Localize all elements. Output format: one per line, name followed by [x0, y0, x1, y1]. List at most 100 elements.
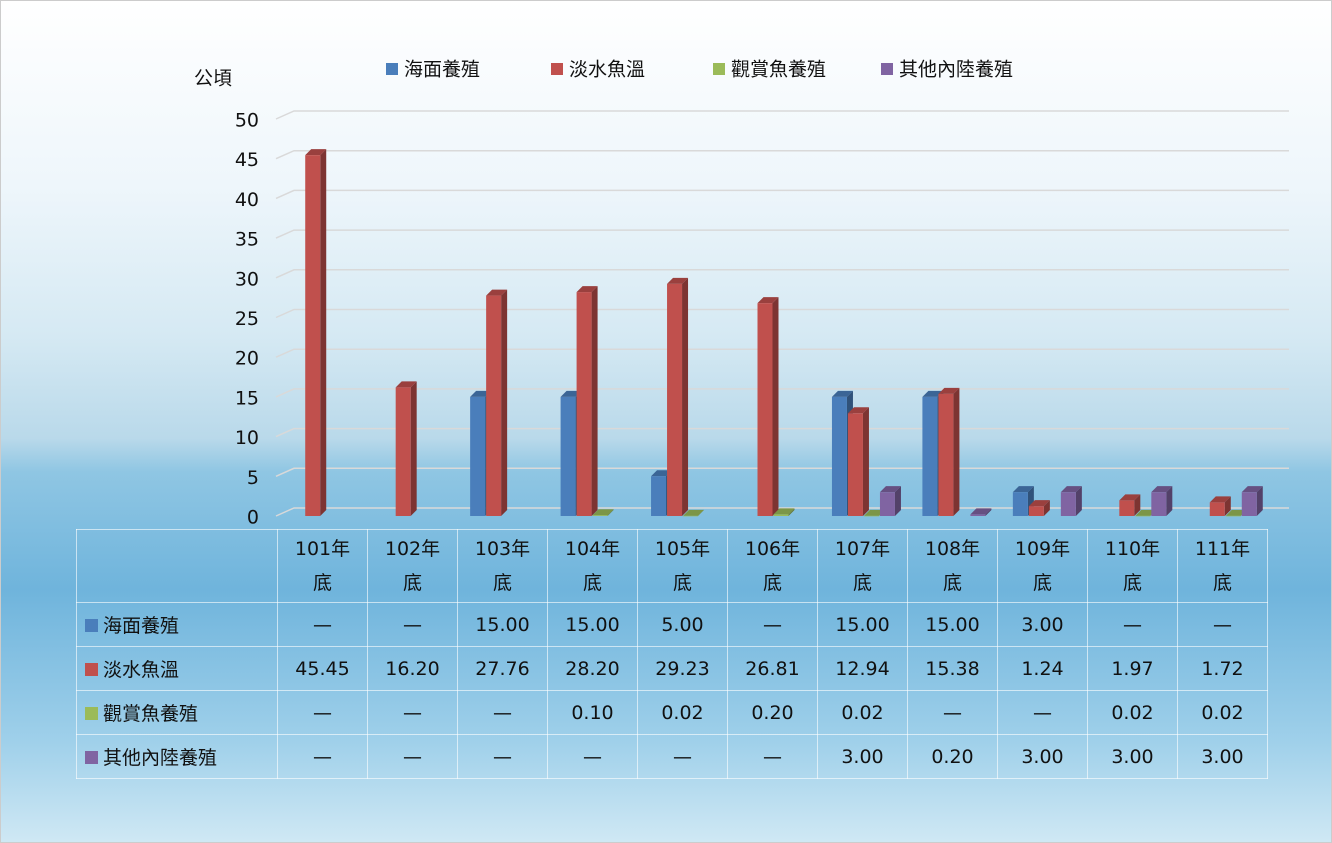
bar-top: [1012, 486, 1034, 493]
grid-line: [275, 110, 1289, 120]
grid-line: [275, 348, 1289, 358]
table-cell: —: [727, 734, 818, 779]
legend-label: 觀賞魚養殖: [731, 59, 826, 81]
table-header-cell: 104年底: [547, 529, 638, 603]
table-cell: 1.97: [1087, 646, 1178, 691]
x-tick-label: 111年底: [1194, 538, 1251, 594]
table-cell: —: [367, 602, 458, 647]
bar-top: [592, 509, 614, 516]
x-tick-label: 105年底: [654, 538, 711, 594]
table-row: 觀賞魚養殖 — — —0.10 0.02 0.20 0.02— —0.02 0.02: [76, 690, 1268, 735]
table-cell: 15.38: [907, 646, 998, 691]
bar-side: [320, 149, 327, 516]
bar: [773, 514, 789, 516]
legend-swatch: [85, 751, 98, 764]
y-tick-label: 50: [235, 110, 259, 132]
bar-top: [879, 486, 901, 493]
table-cell: 15.00: [907, 602, 998, 647]
x-tick-label: 107年底: [834, 538, 891, 594]
bar-side: [682, 277, 689, 516]
bar-side: [1166, 486, 1173, 516]
bar-side: [607, 509, 614, 516]
table-header-cell: 107年底: [817, 529, 908, 603]
x-tick-label: 106年底: [744, 538, 801, 594]
table-cell: —: [727, 602, 818, 647]
bar: [1060, 492, 1076, 516]
table-cell: 28.20: [547, 646, 638, 691]
table-cell: —: [1087, 602, 1178, 647]
bar-top: [1135, 509, 1157, 516]
bar-side: [591, 286, 598, 516]
bar: [1135, 515, 1151, 517]
legend-swatch: [713, 63, 725, 75]
table-cell: 16.20: [367, 646, 458, 691]
table-header-row: 101年底 102年底 103年底 104年底 105年底 106年底 107年底 108年底…: [76, 529, 1268, 603]
table-cell: —: [637, 734, 728, 779]
y-tick-label: 40: [235, 189, 259, 211]
bar: [847, 413, 863, 516]
table-header-cell: 110年底: [1087, 529, 1178, 603]
bar-side: [1043, 500, 1050, 516]
y-tick-label: 25: [235, 308, 259, 330]
grid-line: [275, 149, 1289, 160]
table-header-cell: 103年底: [457, 529, 548, 603]
bar-top: [773, 508, 795, 515]
bar-top: [470, 390, 492, 397]
bar: [938, 393, 954, 516]
table-header-cell: 106年底: [727, 529, 818, 603]
table-cell: 26.81: [727, 646, 818, 691]
legend-swatch: [881, 63, 893, 75]
legend-swatch: [551, 63, 563, 75]
bar-top: [1028, 500, 1050, 507]
bar-side: [501, 289, 508, 516]
bar-top: [576, 286, 598, 293]
table-header-cell: 101年底: [277, 529, 368, 603]
table-cell: —: [547, 734, 638, 779]
grid-line: [275, 269, 1289, 279]
table-header-cell: 109年底: [997, 529, 1088, 603]
x-tick-label: 104年底: [564, 538, 621, 594]
bar-top: [922, 390, 944, 397]
bar-side: [894, 486, 901, 516]
table-row: 淡水魚溫 45.45 16.20 27.76 28.20 29.23 26.81 12.94 1…: [76, 646, 1268, 691]
table-cell: —: [457, 690, 548, 735]
bar: [1151, 492, 1167, 516]
table-cell: —: [367, 734, 458, 779]
y-tick-label: 45: [235, 149, 259, 171]
table-cell: 1.72: [1177, 646, 1268, 691]
bar: [651, 476, 667, 516]
y-tick-label: 0: [247, 507, 259, 529]
table-header-cell: 102年底: [367, 529, 458, 603]
legend-swatch: [85, 707, 98, 720]
bar-top: [683, 509, 705, 516]
legend-swatch: [386, 63, 398, 75]
table-header-cell: 105年底: [637, 529, 728, 603]
table-cell: —: [457, 734, 548, 779]
bar-side: [698, 509, 705, 516]
table-cell: 1.24: [997, 646, 1088, 691]
bar-side: [1224, 496, 1231, 516]
grid-line: [275, 388, 1289, 398]
row-label: 淡水魚溫: [76, 646, 278, 691]
table-header-cell: 111年底: [1177, 529, 1268, 603]
bar-top: [757, 297, 779, 304]
bar-top: [1060, 486, 1082, 493]
bar: [683, 515, 699, 517]
bar: [576, 292, 592, 516]
bar-top: [970, 508, 992, 515]
table-cell: 45.45: [277, 646, 368, 691]
grid-line: [275, 229, 1289, 239]
bar-top: [938, 387, 960, 394]
table-cell: 29.23: [637, 646, 728, 691]
bar: [1028, 506, 1044, 516]
grid-line: [275, 427, 1289, 438]
table-cell: 0.02: [1087, 690, 1178, 735]
table-cell: 27.76: [457, 646, 548, 691]
table-row: 海面養殖 — —15.00 15.00 5.00—15.00 15.00 3.00— —: [76, 602, 1268, 647]
bar: [970, 514, 986, 516]
table-cell: 0.20: [727, 690, 818, 735]
bar: [1119, 500, 1135, 516]
bar: [863, 515, 879, 517]
